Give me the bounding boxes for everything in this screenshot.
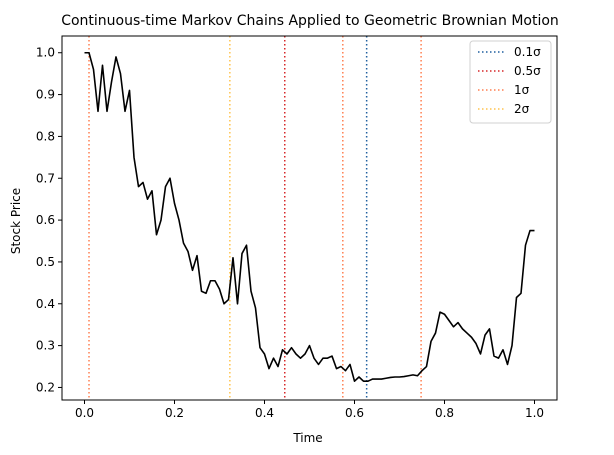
legend-label: 0.1σ [514,45,541,59]
x-tick-label: 0.4 [255,406,274,420]
x-axis: 0.0 0.2 0.4 0.6 0.8 1.0 [75,400,544,420]
legend: 0.1σ 0.5σ 1σ 2σ [469,40,552,124]
x-axis-label: Time [292,431,322,445]
y-tick-label: 0.3 [36,339,55,353]
legend-label: 1σ [514,83,530,97]
y-tick-label: 0.8 [36,129,55,143]
y-tick-label: 0.5 [36,255,55,269]
y-axis-label: Stock Price [9,188,23,254]
chart-title: Continuous-time Markov Chains Applied to… [61,13,559,29]
legend-label: 0.5σ [514,64,541,78]
x-tick-label: 0.2 [165,406,184,420]
y-tick-label: 0.9 [36,88,55,102]
plot-area [61,35,558,401]
x-tick-label: 0.6 [345,406,364,420]
y-tick-label: 0.7 [36,171,55,185]
legend-label: 2σ [514,102,530,116]
y-tick-label: 1.0 [36,46,55,60]
reference-lines [88,36,422,400]
y-tick-label: 0.4 [36,297,55,311]
y-axis: 0.2 0.3 0.4 0.5 0.6 0.7 0.8 0.9 1.0 [36,46,62,394]
x-tick-label: 0.0 [75,406,94,420]
plot-frame [61,35,558,401]
y-tick-label: 0.2 [36,380,55,394]
price-line [84,51,535,382]
x-tick-label: 1.0 [525,406,544,420]
y-tick-label: 0.6 [36,213,55,227]
legend-box [469,40,552,124]
x-tick-label: 0.8 [435,406,454,420]
price-series [84,51,535,382]
